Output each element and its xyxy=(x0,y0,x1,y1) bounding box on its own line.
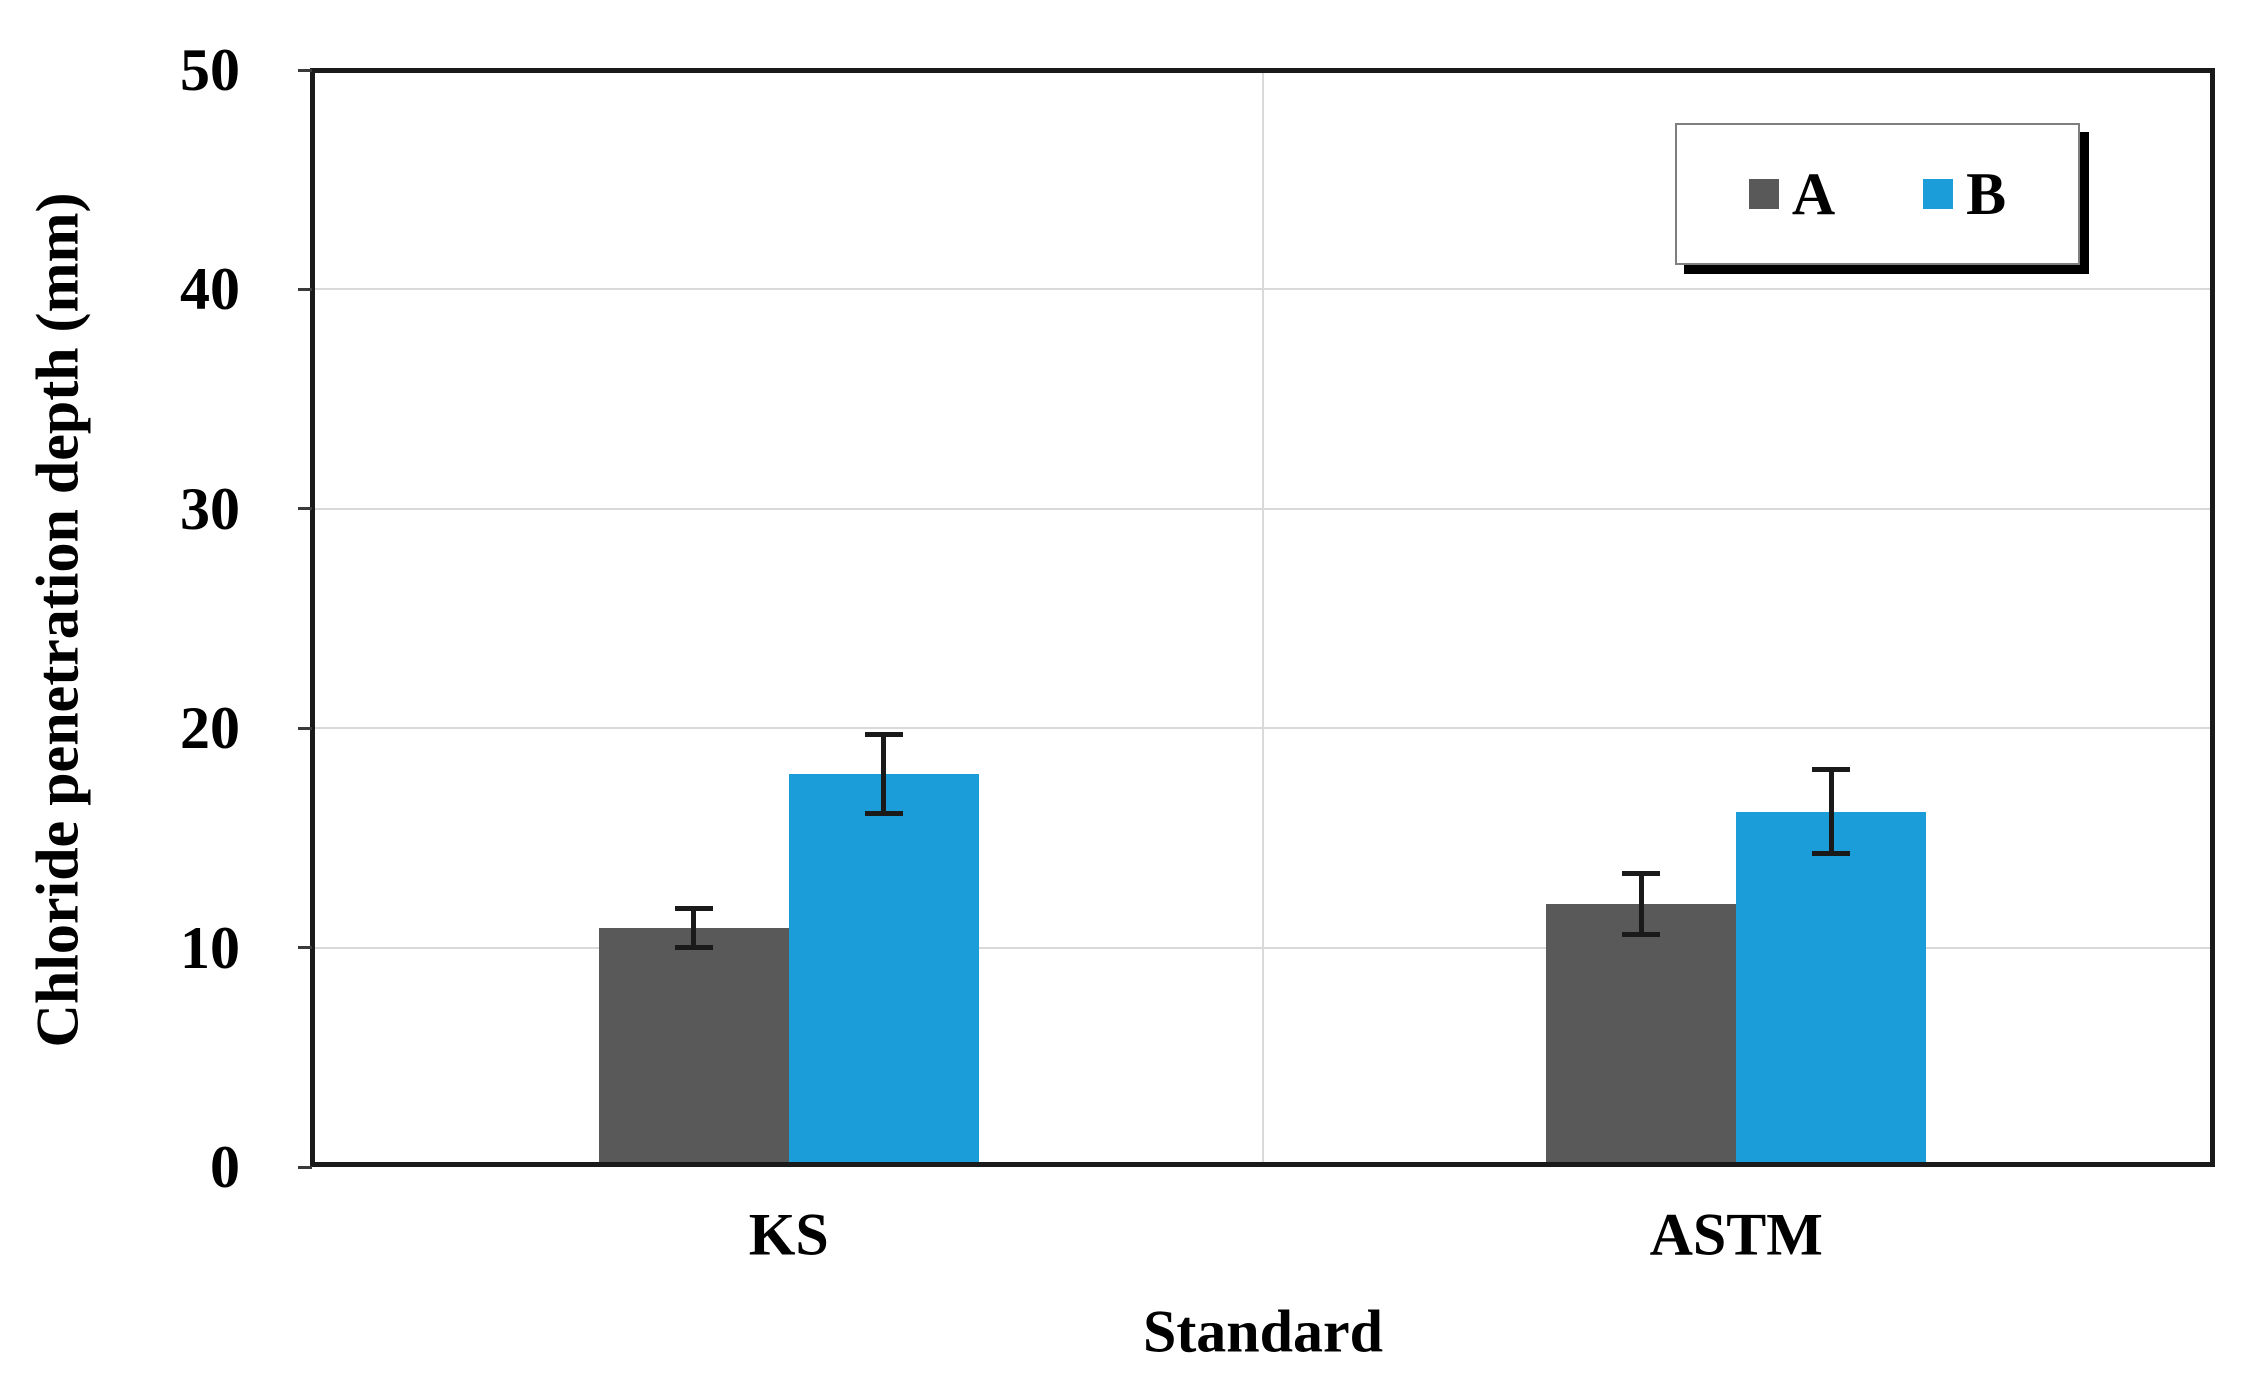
error-bar-stem xyxy=(1828,769,1834,854)
legend-item-a: A xyxy=(1748,161,1836,227)
legend-swatch-a xyxy=(1748,179,1779,209)
error-bar-stem xyxy=(1638,873,1644,935)
legend-label-b: B xyxy=(1966,161,2007,227)
error-bar-cap-bottom xyxy=(674,945,713,951)
legend-label-a: A xyxy=(1791,161,1836,227)
x-axis-title: Standard xyxy=(1142,1298,1384,1365)
bar-ks-b xyxy=(788,774,979,1167)
y-tick-mark-50 xyxy=(298,68,312,72)
y-tick-label-10: 10 xyxy=(180,914,240,981)
category-divider xyxy=(1261,70,1264,1167)
legend-swatch-b xyxy=(1923,179,1954,209)
error-bar-cap-bottom xyxy=(1622,931,1661,937)
y-tick-mark-30 xyxy=(298,507,312,511)
y-tick-label-50: 50 xyxy=(180,37,240,103)
error-bar-cap-top xyxy=(1622,870,1661,876)
error-bar-cap-bottom xyxy=(864,811,903,817)
y-tick-label-40: 40 xyxy=(180,256,240,323)
x-category-label-astm: ASTM xyxy=(1649,1201,1823,1268)
y-tick-label-30: 30 xyxy=(180,475,240,542)
bar-astm-b xyxy=(1736,811,1927,1167)
y-tick-mark-0 xyxy=(298,1165,312,1169)
error-bar-stem xyxy=(881,734,887,814)
y-tick-label-0: 0 xyxy=(210,1134,240,1200)
legend-item-b: B xyxy=(1923,164,2006,224)
y-tick-mark-20 xyxy=(298,726,312,730)
error-bar-cap-top xyxy=(674,905,713,911)
bar-astm-a xyxy=(1546,903,1737,1167)
y-tick-mark-10 xyxy=(298,946,312,950)
error-bar-cap-bottom xyxy=(1812,850,1851,856)
error-bar-cap-top xyxy=(864,732,903,738)
y-tick-label-20: 20 xyxy=(180,695,240,762)
x-category-label-ks: KS xyxy=(748,1201,829,1268)
error-bar-stem xyxy=(691,908,697,948)
error-bar-cap-top xyxy=(1812,767,1851,773)
bar-ks-a xyxy=(598,927,789,1167)
y-tick-mark-40 xyxy=(298,287,312,291)
